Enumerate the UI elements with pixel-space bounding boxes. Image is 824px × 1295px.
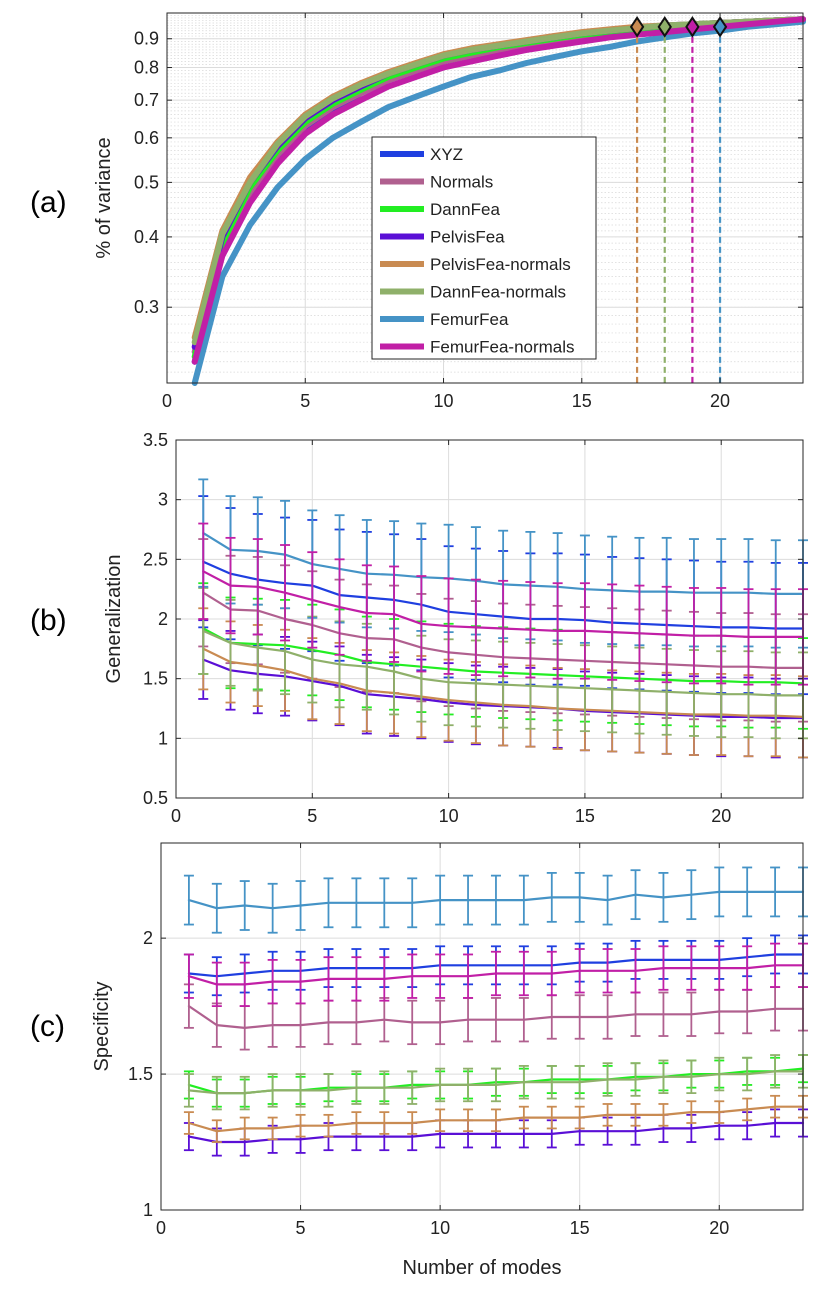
tick-label-y: 0.6: [134, 128, 159, 148]
threshold-marker: [629, 16, 645, 38]
tick-label-x: 15: [570, 1218, 590, 1238]
tick-label-x: 20: [710, 391, 730, 411]
legend-entry: XYZ: [430, 145, 463, 164]
tick-label-y: 1: [143, 1200, 153, 1220]
tick-label-x: 10: [434, 391, 454, 411]
threshold-marker: [657, 16, 672, 38]
tick-label-y: 1.5: [128, 1064, 153, 1084]
tick-label-x: 0: [156, 1218, 166, 1238]
tick-label-y: 0.4: [134, 227, 159, 247]
y-axis-label: Generalization: [103, 555, 125, 684]
tick-label-y: 1: [158, 728, 168, 748]
series-DannFea-normals: [191, 16, 806, 346]
tick-label-x: 20: [709, 1218, 729, 1238]
tick-label-x: 10: [439, 806, 459, 826]
tick-label-x: 5: [300, 391, 310, 411]
panel-label-c: (c): [30, 1010, 65, 1043]
tick-label-y: 0.5: [143, 788, 168, 808]
panel-label-a: (a): [30, 186, 67, 219]
legend-entry: PelvisFea: [430, 228, 505, 247]
tick-label-x: 0: [162, 391, 172, 411]
tick-label-y: 3.5: [143, 430, 168, 450]
tick-label-x: 10: [430, 1218, 450, 1238]
series-line: [191, 16, 806, 365]
tick-label-y: 3: [158, 490, 168, 510]
tick-label-y: 0.5: [134, 172, 159, 192]
series-FemurFea: [191, 18, 806, 386]
series-FemurFea: [183, 866, 808, 934]
tick-label-y: 0.7: [134, 90, 159, 110]
tick-label-x: 0: [171, 806, 181, 826]
series-line: [191, 16, 806, 346]
series-line: [187, 1121, 805, 1144]
x-axis-label: Number of modes: [403, 1257, 562, 1279]
axes-box: [160, 842, 804, 1211]
series-FemurFea-normals: [191, 16, 806, 365]
tick-label-x: 15: [575, 806, 595, 826]
tick-label-x: 15: [572, 391, 592, 411]
threshold-marker: [712, 16, 728, 38]
tick-label-y: 2: [143, 928, 153, 948]
tick-label-y: 0.8: [134, 58, 159, 78]
tick-label-x: 5: [307, 806, 317, 826]
series-line: [187, 1070, 805, 1095]
tick-label-x: 5: [296, 1218, 306, 1238]
tick-label-y: 0.9: [134, 29, 159, 49]
chart-panel-c: 0 5 10 15 20 1 1.5 2 Specificity Number of modes: [91, 842, 808, 1279]
legend-entry: DannFea-normals: [430, 283, 566, 302]
legend-entry: Normals: [430, 173, 493, 192]
series-line: [187, 890, 805, 910]
tick-label-y: 2: [158, 609, 168, 629]
tick-label-y: 1.5: [143, 669, 168, 689]
chart-panel-a: 0 5 10 15 20 0.3 0.4 0.5 0.6 0.7 0.8 0.9 % of varian…: [93, 12, 806, 411]
legend: XYZ Normals DannFea PelvisFea PelvisFea-norm…: [371, 136, 597, 360]
series-line: [187, 964, 805, 986]
series-FemurFea-normals: [198, 522, 808, 686]
legend-entry: FemurFea-normals: [430, 338, 575, 357]
series-line: [202, 570, 805, 639]
series-FemurFea-normals: [183, 942, 808, 1008]
legend-entry: FemurFea: [430, 310, 509, 329]
series-line: [187, 1004, 805, 1030]
series-DannFea-normals: [183, 1054, 808, 1111]
panel-label-b: (b): [30, 604, 67, 637]
tick-label-y: 0.3: [134, 297, 159, 317]
threshold-marker: [685, 16, 700, 38]
axes-box: [166, 12, 804, 384]
legend-entry: PelvisFea-normals: [430, 255, 571, 274]
series-line: [187, 1105, 805, 1133]
tick-label-x: 20: [711, 806, 731, 826]
series-line: [191, 18, 806, 386]
tick-label-y: 2.5: [143, 549, 168, 569]
chart-panel-b: 0 5 10 15 20 0.5 1 1.5 2 2.5 3 3.5 Generalization: [103, 430, 808, 826]
y-axis-label: Specificity: [91, 981, 113, 1071]
series-line: [202, 629, 805, 697]
legend-entry: DannFea: [430, 200, 500, 219]
y-axis-label: % of variance: [93, 137, 115, 258]
